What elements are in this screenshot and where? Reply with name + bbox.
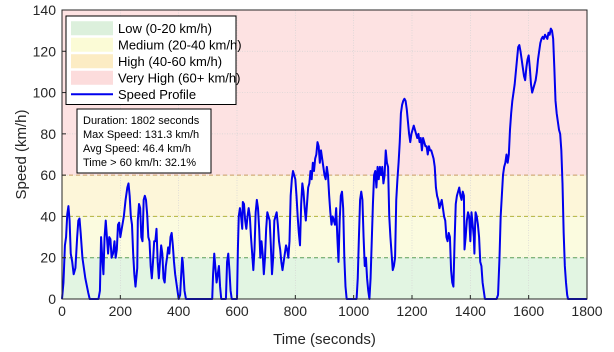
series-line-0 [61,27,587,300]
y-tick-label-1: 20 [40,250,56,266]
x-tick-label-6: 1200 [396,303,427,319]
series-layer [61,27,587,300]
legend-label-2: High (40-60 km/h) [118,54,222,69]
y-tick-label-3: 60 [40,167,56,183]
legend-label-4: Speed Profile [118,87,196,102]
x-tick-label-1: 200 [109,303,133,319]
x-tick-label-0: 0 [58,303,66,319]
legend-swatch-1 [71,37,113,52]
stats-line-2: Avg Speed: 46.4 km/h [83,143,191,155]
x-tick-label-2: 400 [167,303,191,319]
plot-frame [61,9,588,300]
x-tick-label-4: 800 [284,303,308,319]
legend-swatch-3 [71,70,113,85]
x-tick-label-8: 1600 [513,303,544,319]
y-tick-label-4: 80 [40,126,56,142]
stats-box: Duration: 1802 seconds Max Speed: 131.3 k… [76,108,212,174]
legend-label-0: Low (0-20 km/h) [118,21,212,36]
band-0 [62,257,587,299]
x-tick-label-9: 1800 [571,303,602,319]
y-tick-label-5: 100 [33,85,57,101]
stats-box-frame [76,108,212,174]
legend-label-3: Very High (60+ km/h) [118,70,240,85]
x-axis-label: Time (seconds) [273,331,376,348]
legend-label-1: Medium (20-40 km/h) [118,37,242,52]
legend: Low (0-20 km/h)Medium (20-40 km/h) High (… [65,15,242,105]
legend-swatch-2 [71,54,113,69]
legend-items: Low (0-20 km/h)Medium (20-40 km/h) High (… [71,21,242,102]
stats-line-3: Time > 60 km/h: 32.1% [83,157,196,169]
band-2 [62,175,587,217]
x-tick-label-7: 1400 [455,303,486,319]
stats-line-0: Duration: 1802 seconds [83,115,200,127]
x-tick-label-3: 600 [225,303,249,319]
stats-line-1: Max Speed: 131.3 km/h [83,129,199,141]
y-axis-label: Speed (km/h) [13,109,30,199]
y-tick-label-2: 40 [40,208,56,224]
x-tick-label-5: 1000 [338,303,369,319]
y-tick-label-6: 120 [33,43,57,59]
y-tick-label-7: 140 [33,2,57,18]
legend-swatch-0 [71,21,113,36]
y-tick-label-0: 0 [48,291,56,307]
axis-ticks: 0 200 400 600 800 1000 1200 1400 1600 1800 0 20 40 60… [33,2,603,319]
stats-lines: Duration: 1802 seconds Max Speed: 131.3 k… [83,115,200,169]
